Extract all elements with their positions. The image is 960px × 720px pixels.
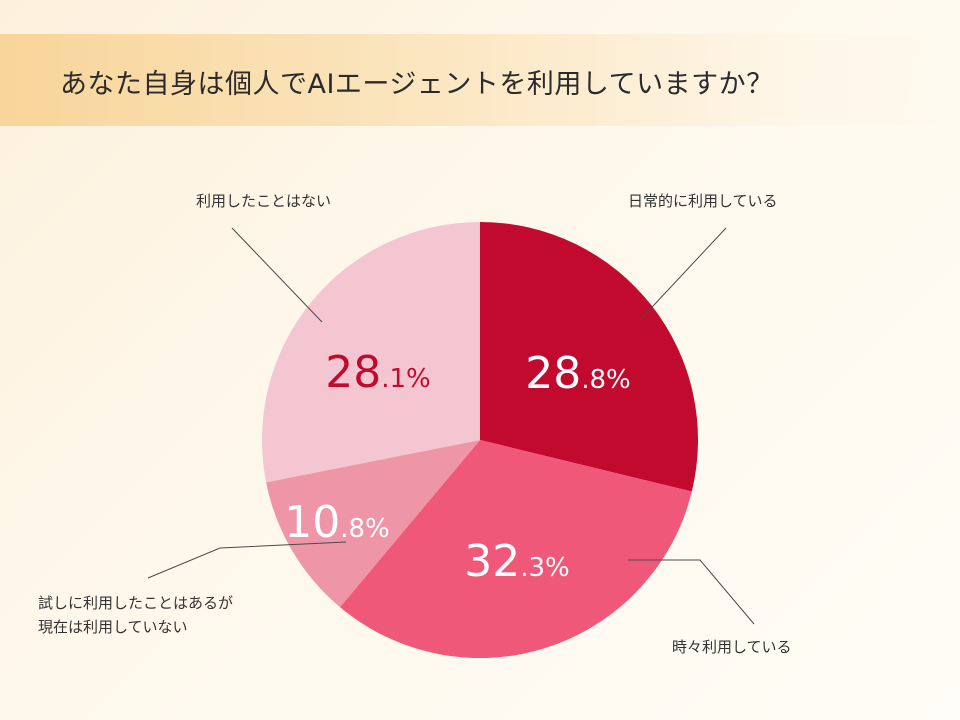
pie-slice-1 — [480, 222, 699, 492]
data-label-dec: .8% — [581, 365, 631, 395]
data-label-2: 32.3% — [464, 536, 570, 587]
leader-line-4 — [231, 227, 323, 323]
pie-slice-3 — [266, 440, 480, 608]
leader-line-1 — [639, 227, 727, 321]
category-label-3: 試しに利用したことはあるが現在は利用していない — [38, 594, 233, 636]
category-label-line: 現在は利用していない — [38, 618, 188, 636]
data-label-int: 28 — [525, 348, 581, 399]
category-label-1: 日常的に利用している — [628, 192, 778, 210]
chart-title: あなた自身は個人でAIエージェントを利用していますか？ — [60, 69, 774, 100]
leader-line-2 — [628, 559, 755, 625]
pie-slice-4 — [261, 222, 480, 483]
data-label-dec: .8% — [340, 514, 390, 544]
data-label-4: 28.1% — [325, 347, 431, 398]
data-label-dec: .3% — [520, 553, 570, 583]
category-label-line: 日常的に利用している — [628, 192, 778, 210]
pie-slice-2 — [339, 440, 692, 659]
category-label-line: 試しに利用したことはあるが — [38, 594, 233, 612]
data-label-int: 32 — [464, 536, 520, 587]
leader-line-3 — [147, 541, 347, 579]
data-label-int: 10 — [284, 497, 340, 548]
category-label-line: 利用したことはない — [196, 192, 331, 210]
data-label-int: 28 — [325, 347, 381, 398]
category-label-line: 時々利用している — [672, 638, 792, 656]
title-band — [0, 34, 960, 126]
data-label-dec: .1% — [381, 364, 431, 394]
category-label-4: 利用したことはない — [196, 192, 331, 210]
data-label-1: 28.8% — [525, 348, 631, 399]
category-label-2: 時々利用している — [672, 638, 792, 656]
data-label-3: 10.8% — [284, 497, 390, 548]
